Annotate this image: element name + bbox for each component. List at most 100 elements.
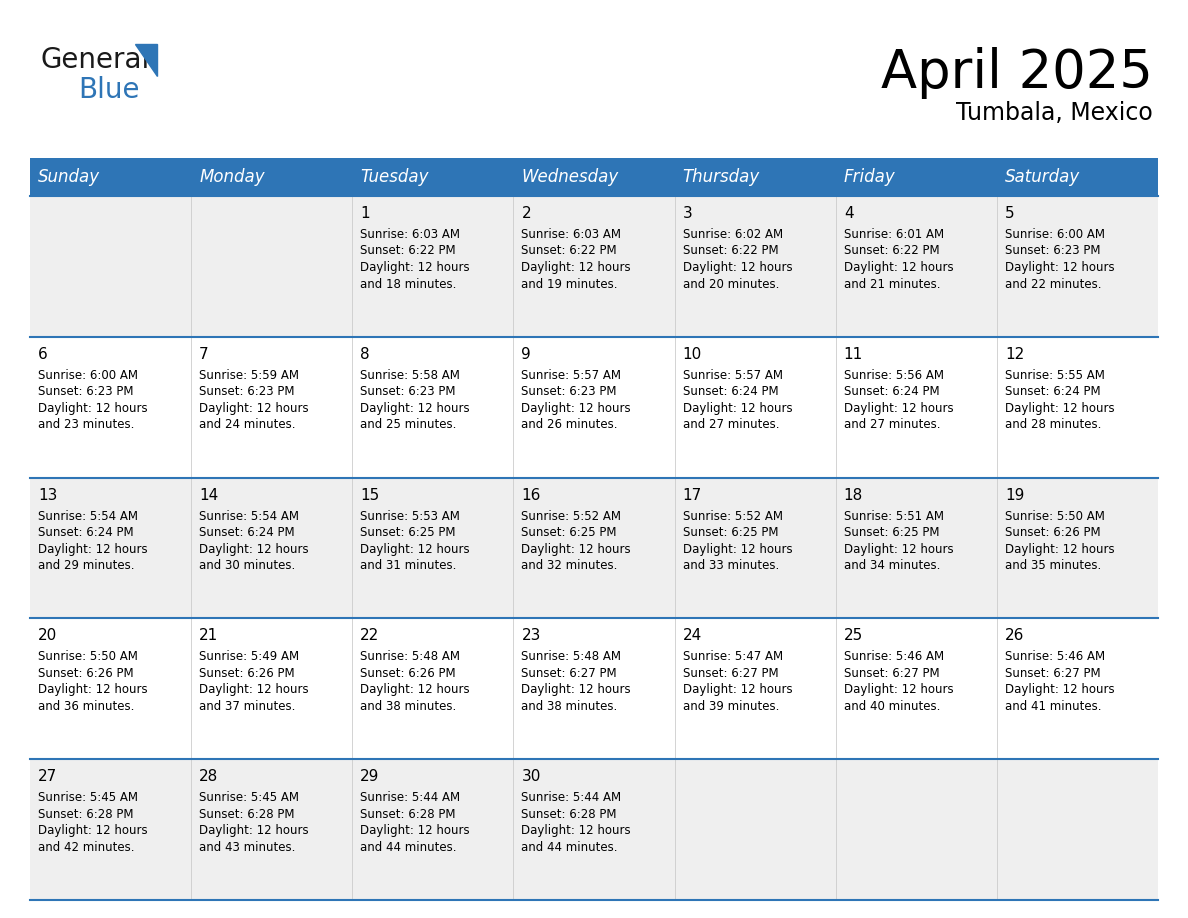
Text: Daylight: 12 hours: Daylight: 12 hours xyxy=(360,261,470,274)
Text: Sunrise: 5:52 AM: Sunrise: 5:52 AM xyxy=(683,509,783,522)
Text: Sunset: 6:23 PM: Sunset: 6:23 PM xyxy=(522,386,617,398)
Text: Sunset: 6:26 PM: Sunset: 6:26 PM xyxy=(38,666,134,680)
Text: Sunset: 6:28 PM: Sunset: 6:28 PM xyxy=(200,808,295,821)
Text: 11: 11 xyxy=(843,347,862,362)
Text: 21: 21 xyxy=(200,629,219,644)
Text: Daylight: 12 hours: Daylight: 12 hours xyxy=(843,543,954,555)
Text: Sunset: 6:26 PM: Sunset: 6:26 PM xyxy=(1005,526,1100,539)
Text: 29: 29 xyxy=(360,769,380,784)
Text: and 30 minutes.: and 30 minutes. xyxy=(200,559,296,572)
Text: Sunset: 6:22 PM: Sunset: 6:22 PM xyxy=(683,244,778,258)
Bar xyxy=(191,619,353,759)
Text: and 38 minutes.: and 38 minutes. xyxy=(522,700,618,713)
Text: and 42 minutes.: and 42 minutes. xyxy=(38,841,134,854)
Text: Sunrise: 5:52 AM: Sunrise: 5:52 AM xyxy=(522,509,621,522)
Text: Daylight: 12 hours: Daylight: 12 hours xyxy=(360,683,470,697)
Text: Sunday: Sunday xyxy=(38,168,100,186)
Text: Daylight: 12 hours: Daylight: 12 hours xyxy=(843,683,954,697)
Text: 13: 13 xyxy=(38,487,57,502)
Text: Daylight: 12 hours: Daylight: 12 hours xyxy=(522,824,631,837)
Bar xyxy=(30,477,191,619)
Text: Daylight: 12 hours: Daylight: 12 hours xyxy=(522,683,631,697)
Text: 1: 1 xyxy=(360,206,369,221)
Bar xyxy=(835,619,997,759)
Bar xyxy=(353,619,513,759)
Text: Sunrise: 5:54 AM: Sunrise: 5:54 AM xyxy=(200,509,299,522)
Text: Daylight: 12 hours: Daylight: 12 hours xyxy=(683,402,792,415)
Text: Sunset: 6:24 PM: Sunset: 6:24 PM xyxy=(1005,386,1100,398)
Text: and 36 minutes.: and 36 minutes. xyxy=(38,700,134,713)
Text: 8: 8 xyxy=(360,347,369,362)
Text: Sunrise: 6:03 AM: Sunrise: 6:03 AM xyxy=(522,228,621,241)
Text: Sunrise: 5:46 AM: Sunrise: 5:46 AM xyxy=(843,650,944,664)
Text: Daylight: 12 hours: Daylight: 12 hours xyxy=(200,824,309,837)
Text: 14: 14 xyxy=(200,487,219,502)
Text: Thursday: Thursday xyxy=(683,168,760,186)
Text: Sunrise: 5:44 AM: Sunrise: 5:44 AM xyxy=(360,791,461,804)
Text: 19: 19 xyxy=(1005,487,1024,502)
Text: 4: 4 xyxy=(843,206,853,221)
Text: Sunrise: 5:45 AM: Sunrise: 5:45 AM xyxy=(38,791,138,804)
Text: Daylight: 12 hours: Daylight: 12 hours xyxy=(843,261,954,274)
Text: Daylight: 12 hours: Daylight: 12 hours xyxy=(38,683,147,697)
Text: Sunrise: 5:53 AM: Sunrise: 5:53 AM xyxy=(360,509,460,522)
Bar xyxy=(191,196,353,337)
Text: and 20 minutes.: and 20 minutes. xyxy=(683,277,779,290)
Text: and 44 minutes.: and 44 minutes. xyxy=(360,841,457,854)
Bar xyxy=(675,196,835,337)
Text: Sunrise: 5:57 AM: Sunrise: 5:57 AM xyxy=(522,369,621,382)
Text: Sunset: 6:27 PM: Sunset: 6:27 PM xyxy=(843,666,940,680)
Bar xyxy=(675,619,835,759)
Text: and 34 minutes.: and 34 minutes. xyxy=(843,559,940,572)
Bar xyxy=(191,337,353,477)
Text: and 18 minutes.: and 18 minutes. xyxy=(360,277,456,290)
Text: Daylight: 12 hours: Daylight: 12 hours xyxy=(360,824,470,837)
Text: 6: 6 xyxy=(38,347,48,362)
Text: Sunset: 6:25 PM: Sunset: 6:25 PM xyxy=(683,526,778,539)
Text: and 25 minutes.: and 25 minutes. xyxy=(360,419,456,431)
Text: April 2025: April 2025 xyxy=(881,47,1154,99)
Text: Sunset: 6:23 PM: Sunset: 6:23 PM xyxy=(38,386,133,398)
Text: 3: 3 xyxy=(683,206,693,221)
Text: Sunset: 6:26 PM: Sunset: 6:26 PM xyxy=(200,666,295,680)
Text: and 21 minutes.: and 21 minutes. xyxy=(843,277,940,290)
Text: Sunrise: 6:00 AM: Sunrise: 6:00 AM xyxy=(38,369,138,382)
Text: Daylight: 12 hours: Daylight: 12 hours xyxy=(360,543,470,555)
Text: Sunrise: 5:46 AM: Sunrise: 5:46 AM xyxy=(1005,650,1105,664)
Text: 22: 22 xyxy=(360,629,380,644)
Text: Daylight: 12 hours: Daylight: 12 hours xyxy=(38,824,147,837)
Text: Blue: Blue xyxy=(78,76,139,104)
Text: Sunset: 6:25 PM: Sunset: 6:25 PM xyxy=(843,526,940,539)
Text: Sunrise: 5:49 AM: Sunrise: 5:49 AM xyxy=(200,650,299,664)
Text: Sunset: 6:25 PM: Sunset: 6:25 PM xyxy=(522,526,617,539)
Text: Sunrise: 5:48 AM: Sunrise: 5:48 AM xyxy=(360,650,460,664)
Bar xyxy=(513,196,675,337)
Text: Monday: Monday xyxy=(200,168,265,186)
Text: 5: 5 xyxy=(1005,206,1015,221)
Text: and 37 minutes.: and 37 minutes. xyxy=(200,700,296,713)
Bar xyxy=(191,477,353,619)
Bar xyxy=(513,619,675,759)
Text: 9: 9 xyxy=(522,347,531,362)
Text: Daylight: 12 hours: Daylight: 12 hours xyxy=(522,261,631,274)
Text: Daylight: 12 hours: Daylight: 12 hours xyxy=(360,402,470,415)
Text: Daylight: 12 hours: Daylight: 12 hours xyxy=(843,402,954,415)
Text: Sunset: 6:24 PM: Sunset: 6:24 PM xyxy=(200,526,295,539)
Text: Sunset: 6:28 PM: Sunset: 6:28 PM xyxy=(522,808,617,821)
Text: Sunrise: 6:03 AM: Sunrise: 6:03 AM xyxy=(360,228,460,241)
Text: and 31 minutes.: and 31 minutes. xyxy=(360,559,456,572)
Text: 12: 12 xyxy=(1005,347,1024,362)
Text: Sunset: 6:24 PM: Sunset: 6:24 PM xyxy=(843,386,940,398)
Bar xyxy=(353,759,513,900)
Bar xyxy=(675,337,835,477)
Text: Sunrise: 6:02 AM: Sunrise: 6:02 AM xyxy=(683,228,783,241)
Text: Daylight: 12 hours: Daylight: 12 hours xyxy=(1005,543,1114,555)
Text: 2: 2 xyxy=(522,206,531,221)
Bar xyxy=(835,158,997,196)
Text: Sunset: 6:22 PM: Sunset: 6:22 PM xyxy=(522,244,617,258)
Text: Sunset: 6:23 PM: Sunset: 6:23 PM xyxy=(1005,244,1100,258)
Text: Tumbala, Mexico: Tumbala, Mexico xyxy=(956,101,1154,125)
Text: and 27 minutes.: and 27 minutes. xyxy=(683,419,779,431)
Text: and 22 minutes.: and 22 minutes. xyxy=(1005,277,1101,290)
Text: Sunrise: 5:59 AM: Sunrise: 5:59 AM xyxy=(200,369,299,382)
